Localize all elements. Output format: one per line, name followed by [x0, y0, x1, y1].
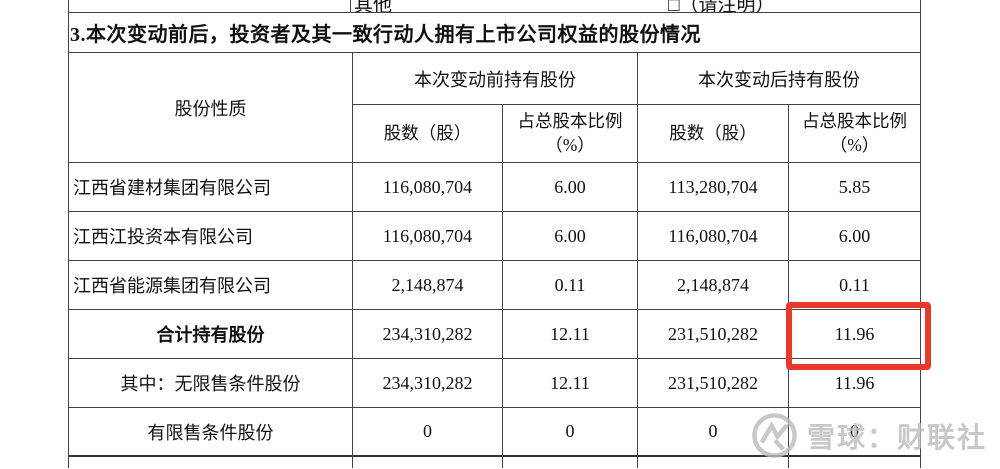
table-cell: 6.00: [503, 163, 638, 212]
section-title-row: 3.本次变动前后，投资者及其一致行动人拥有上市公司权益的股份情况: [68, 13, 921, 53]
red-highlight-box: [786, 302, 931, 370]
table-cell: 116,080,704: [353, 163, 503, 212]
table-cell: 234,310,282: [353, 310, 503, 359]
please-specify-checkbox-label: □（请注明）: [668, 0, 775, 13]
highlighted-total-ratio-cell: 11.96: [789, 310, 921, 359]
header-shares-before: 股数（股）: [353, 105, 503, 163]
header-ratio-after: 占总股本比例 （%）: [789, 105, 921, 163]
watermark-text: 雪球：财联社: [807, 421, 988, 453]
row-total-shares-label: 合计持有股份: [69, 310, 353, 359]
clipped-previous-table-row: 其他 □（请注明）: [68, 0, 921, 13]
header-shares-after: 股数（股）: [638, 105, 789, 163]
table-cell: 0: [353, 408, 503, 457]
row-jiangxi-building-materials-label: 江西省建材集团有限公司: [69, 163, 353, 212]
table-cell: 234,310,282: [353, 359, 503, 408]
row-restricted-shares-label: 有限售条件股份: [69, 408, 353, 457]
row-jiangxi-energy-label: 江西省能源集团有限公司: [69, 261, 353, 310]
table-cell: 11.96: [789, 359, 921, 408]
table-cell: 2,148,874: [353, 261, 503, 310]
table-cell: 0: [638, 408, 789, 457]
xueqiu-logo-icon: [752, 413, 797, 458]
ratio-label-line2: （%）: [545, 134, 595, 155]
table-cell: 12.11: [503, 310, 638, 359]
clipped-empty-cell: [69, 0, 351, 12]
header-share-nature: 股份性质: [69, 53, 353, 163]
table-cell: 0.11: [503, 261, 638, 310]
row-jiangxi-jiangtou-capital-label: 江西江投资本有限公司: [69, 212, 353, 261]
ratio-label-line1: 占总股本比例: [802, 110, 907, 131]
table-cell: 116,080,704: [638, 212, 789, 261]
table-cell: 6.00: [789, 212, 921, 261]
watermark: 雪球：财联社: [751, 412, 987, 459]
table-header: 股份性质 本次变动前持有股份 本次变动后持有股份 股数（股） 占总股本比例 （%…: [68, 53, 921, 163]
table-cell: 0.11: [789, 261, 921, 310]
clipped-other-cell: 其他 □（请注明）: [351, 0, 920, 12]
ratio-label-line1: 占总股本比例: [517, 110, 623, 131]
header-before-change: 本次变动前持有股份: [353, 53, 638, 105]
table-cell: 231,510,282: [638, 359, 789, 408]
table-cell: 12.11: [503, 359, 638, 408]
section-title: 3.本次变动前后，投资者及其一致行动人拥有上市公司权益的股份情况: [70, 24, 701, 46]
table-cell: 116,080,704: [353, 212, 503, 261]
table-cell: 231,510,282: [638, 310, 789, 359]
table-body: 江西省建材集团有限公司 116,080,704 6.00 113,280,704…: [68, 163, 921, 457]
ratio-label-line2: （%）: [829, 134, 880, 155]
table-cell: 5.85: [789, 163, 921, 212]
announcement-document: 其他 □（请注明） 3.本次变动前后，投资者及其一致行动人拥有上市公司权益的股份…: [68, 0, 921, 468]
clipped-next-table-row: [68, 457, 921, 468]
other-label: 其他: [354, 0, 393, 13]
header-ratio-before: 占总股本比例 （%）: [503, 105, 638, 163]
row-unrestricted-shares-label: 其中：无限售条件股份: [69, 359, 353, 408]
table-cell: 6.00: [503, 212, 638, 261]
table-cell: 2,148,874: [638, 261, 789, 310]
table-cell: 0: [503, 408, 638, 457]
table-cell: 113,280,704: [638, 163, 789, 212]
table-cell: 0: [789, 408, 921, 457]
header-after-change: 本次变动后持有股份: [638, 53, 921, 105]
